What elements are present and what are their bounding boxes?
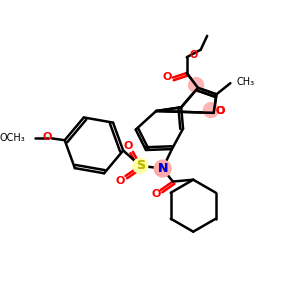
Circle shape (133, 158, 148, 173)
Text: O: O (42, 132, 52, 142)
Text: OCH₃: OCH₃ (0, 133, 26, 143)
Text: O: O (189, 50, 197, 60)
Text: O: O (163, 72, 172, 82)
Text: O: O (215, 106, 225, 116)
Text: O: O (115, 176, 124, 186)
Text: O: O (124, 141, 133, 151)
Text: S: S (136, 159, 145, 172)
Text: CH₃: CH₃ (237, 77, 255, 87)
Text: S: S (136, 159, 145, 172)
Text: N: N (158, 162, 168, 175)
Circle shape (203, 103, 218, 118)
Text: N: N (158, 162, 168, 175)
Text: O: O (152, 189, 161, 199)
Text: O: O (215, 106, 225, 116)
Circle shape (189, 78, 203, 92)
Circle shape (154, 160, 171, 177)
